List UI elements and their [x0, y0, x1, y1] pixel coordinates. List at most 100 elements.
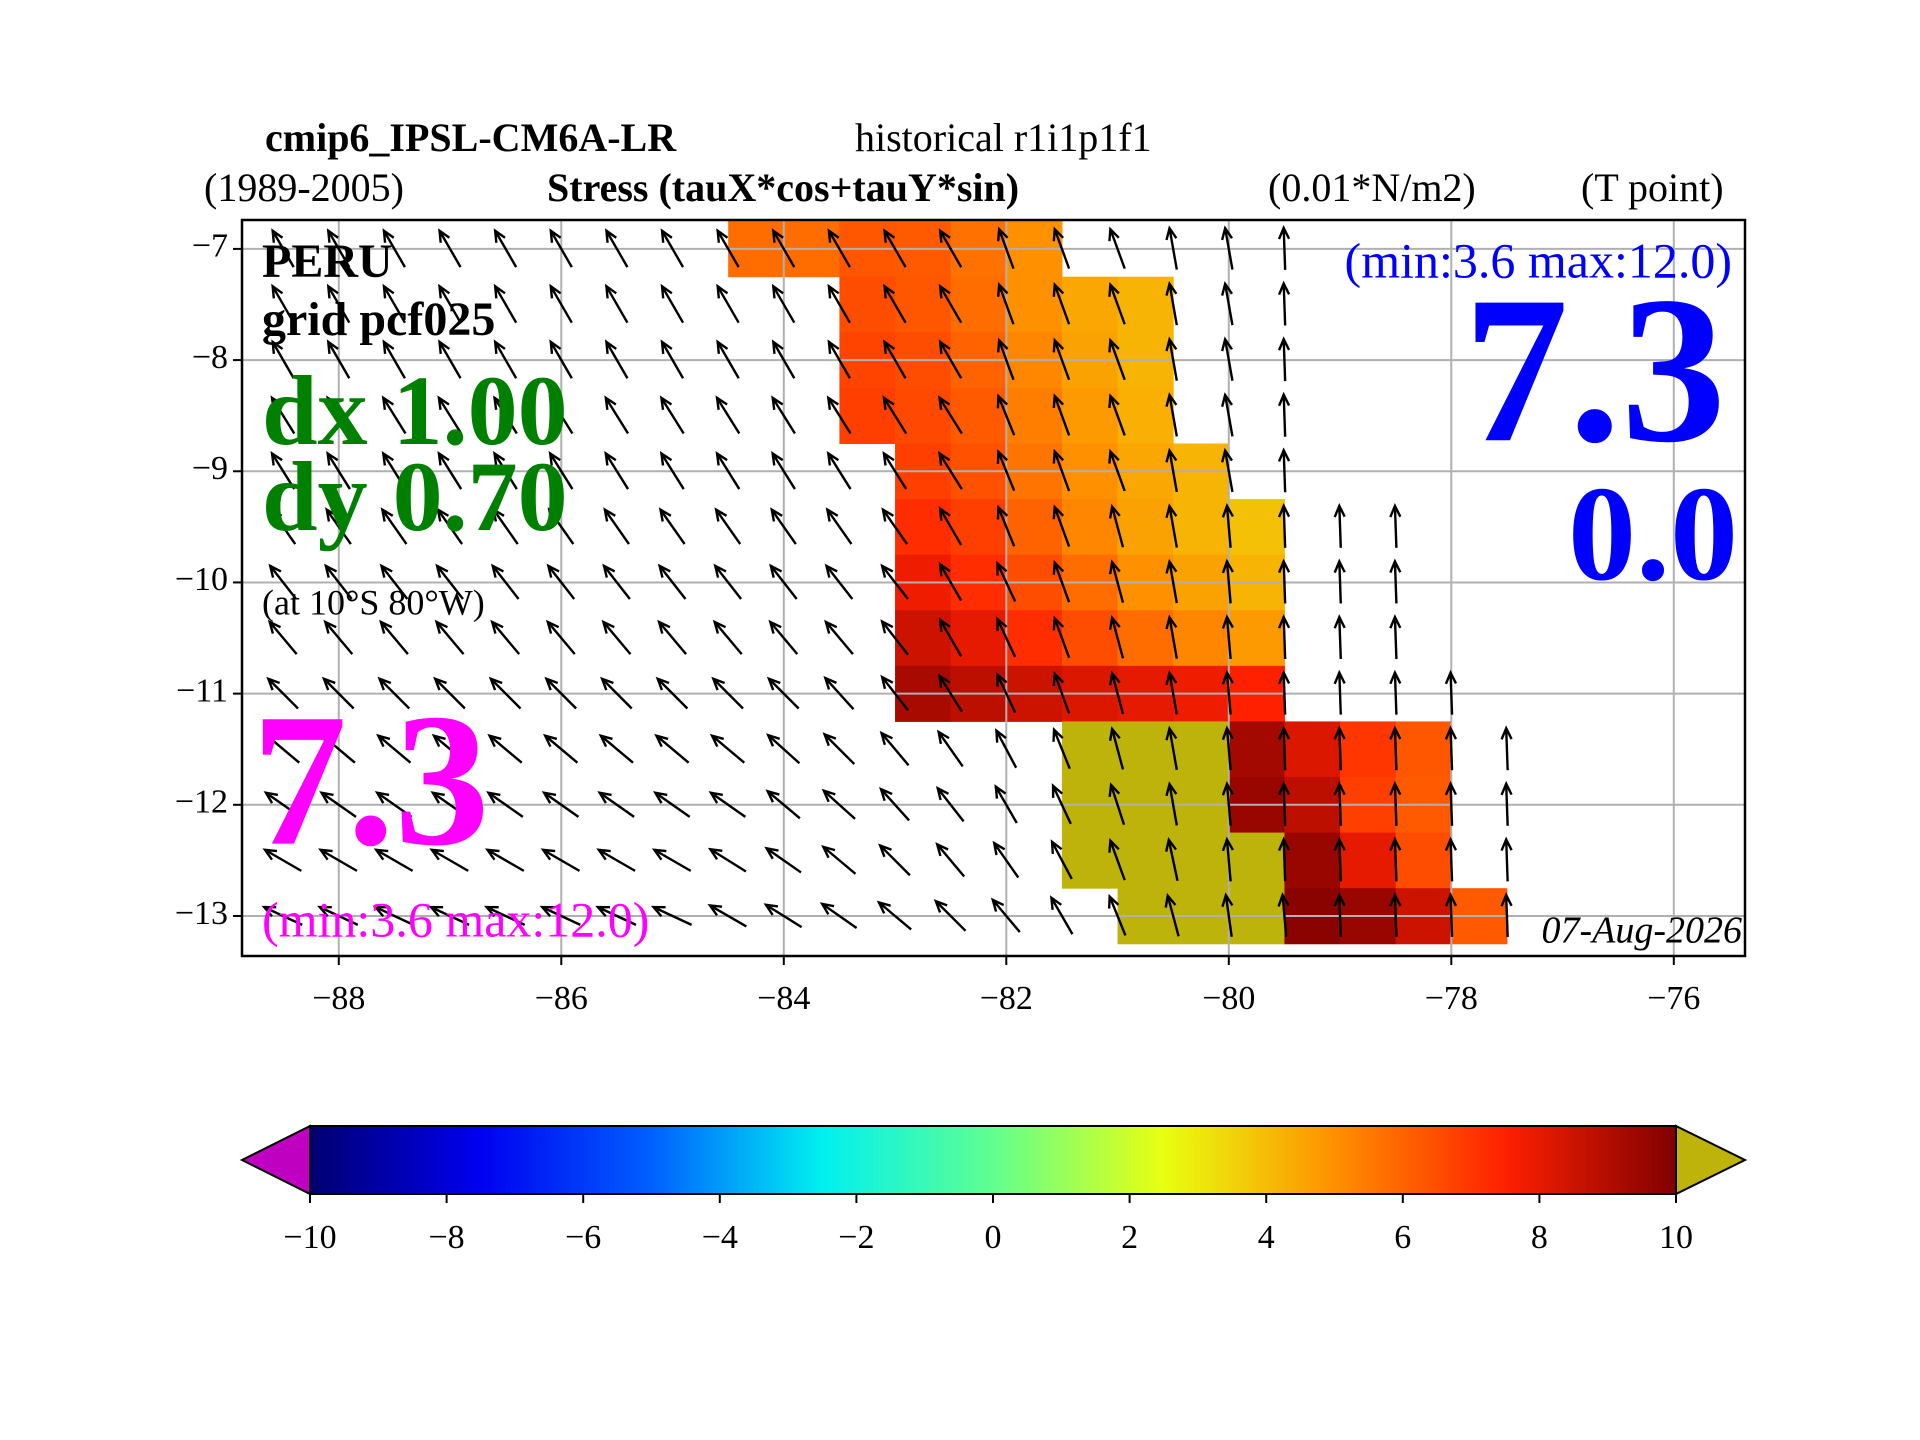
wind-vector [604, 339, 629, 379]
wind-vector [1277, 502, 1291, 548]
wind-vector [1164, 892, 1180, 937]
wind-vector [326, 395, 351, 435]
annotations: PERU grid pcf025 dx 1.00 dy 0.70 (at 10°… [252, 232, 1742, 951]
field-cell [1117, 387, 1174, 444]
wind-vector [1052, 671, 1071, 714]
wind-vector [938, 228, 963, 268]
wind-vector [1221, 503, 1234, 548]
wind-vector [938, 617, 963, 657]
wind-vector [880, 674, 909, 711]
colorbar-tick-label: −8 [429, 1219, 465, 1256]
axes-frame [240, 218, 1747, 958]
wind-vector [1277, 892, 1290, 938]
wind-vector [261, 905, 303, 926]
wind-vector [712, 619, 743, 655]
wind-vector [492, 395, 518, 435]
wind-vector [429, 848, 469, 872]
colorbar-tick-label: 10 [1659, 1219, 1693, 1256]
wind-vector [544, 676, 577, 710]
wind-vector [548, 450, 574, 490]
wind-vector [1220, 336, 1234, 381]
wind-vector [938, 450, 963, 490]
wind-vector [1277, 447, 1291, 493]
left-range: (min:3.6 max:12.0) [262, 891, 649, 947]
wind-vector [324, 563, 353, 600]
wind-vector [655, 676, 689, 710]
wind-vector [824, 619, 854, 655]
wind-vector [658, 507, 686, 545]
wind-vector [372, 905, 414, 926]
wind-vector [1052, 337, 1071, 381]
wind-vector [1500, 836, 1513, 882]
wind-vector [380, 507, 408, 545]
wind-vector [657, 563, 687, 600]
wind-vector [935, 842, 966, 878]
wind-vector [1389, 502, 1402, 548]
wind-vector [600, 676, 633, 710]
field-cell [1340, 721, 1397, 778]
wind-vector [438, 228, 462, 268]
wind-vector [430, 791, 468, 818]
wind-vector [1108, 503, 1125, 548]
wind-vector [938, 506, 963, 546]
colorbar-tick-label: 4 [1258, 1219, 1275, 1256]
field-cell [950, 276, 1007, 333]
wind-vector [1165, 447, 1179, 493]
wind-vector [377, 676, 411, 710]
wind-vector [379, 563, 409, 600]
wind-vector [1108, 448, 1126, 492]
wind-vector [490, 563, 520, 600]
wind-vector [880, 563, 909, 600]
field-cell [1117, 721, 1174, 778]
wind-vector [765, 789, 801, 820]
wind-vector [263, 791, 302, 818]
wind-vector [1221, 558, 1234, 604]
wind-vector [428, 905, 470, 926]
wind-vector [659, 395, 685, 435]
wind-vector [996, 226, 1015, 270]
wind-vector [1277, 391, 1291, 437]
wind-vector [1277, 280, 1291, 326]
wind-vector [320, 733, 356, 764]
colorbar-over [1675, 1124, 1748, 1196]
wind-vector [1108, 670, 1125, 715]
colorbar-tick-label: −6 [565, 1219, 601, 1256]
wind-vector [880, 619, 909, 656]
wind-vector [267, 619, 298, 655]
wind-vector [1165, 336, 1179, 381]
wind-vector [660, 228, 685, 268]
wind-vector [436, 507, 464, 545]
wind-vector [827, 228, 851, 268]
subtitle: historical r1i1p1f1 [855, 115, 1152, 160]
wind-vector [1444, 892, 1458, 938]
wind-vector [825, 507, 853, 545]
wind-vector [826, 450, 852, 490]
wind-vector [603, 507, 630, 545]
field-cell [1061, 610, 1119, 667]
field-cell [1228, 832, 1285, 889]
field-cell [895, 387, 952, 444]
wind-vector [824, 563, 854, 600]
wind-vector [547, 507, 575, 545]
wind-vector [996, 393, 1016, 436]
wind-vector [1221, 669, 1234, 715]
grid-label: grid pcf025 [262, 293, 495, 346]
field-cell [1284, 832, 1341, 889]
wind-vector [660, 339, 685, 379]
wind-vector [271, 339, 295, 379]
wind-vector [1108, 337, 1126, 381]
wind-vector [827, 339, 851, 379]
wind-vector [1052, 559, 1071, 603]
field-cell [1284, 721, 1341, 778]
wind-vector [604, 395, 630, 435]
field-cell [895, 276, 952, 333]
wind-vector [1444, 836, 1458, 882]
wind-vector [493, 339, 518, 379]
plot-area: −88 −86 −84 −82 −80 −78 −76 −7 −8 −9 −10 −11 −12 −13 [175, 218, 1747, 1017]
wind-vector [437, 395, 463, 435]
wind-vector [1165, 837, 1179, 882]
wind-vector [1389, 725, 1402, 771]
wind-vector [933, 899, 967, 932]
wind-vector [1333, 614, 1346, 660]
wind-vector [382, 283, 406, 324]
